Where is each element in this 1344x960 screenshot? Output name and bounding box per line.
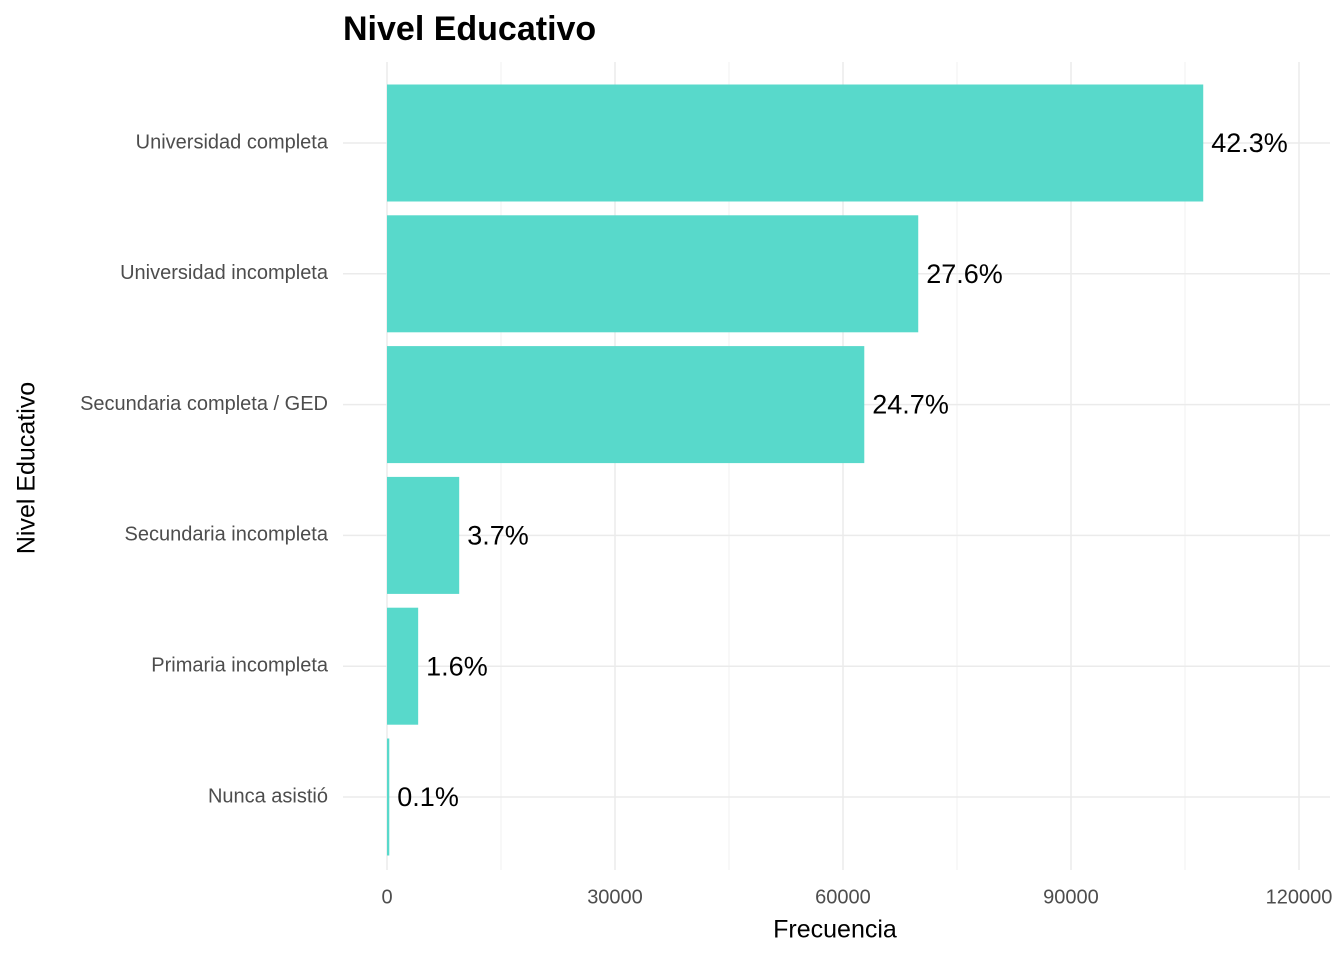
- bar: [387, 346, 865, 464]
- value-label: 3.7%: [467, 521, 529, 551]
- y-tick-label: Secundaria incompleta: [125, 524, 329, 546]
- bar: [387, 84, 1204, 202]
- x-tick-label: 90000: [1043, 886, 1099, 908]
- x-tick-label: 0: [381, 886, 392, 908]
- bar: [387, 607, 419, 725]
- y-tick-label: Secundaria completa / GED: [80, 393, 328, 415]
- x-tick-label: 60000: [815, 886, 871, 908]
- y-tick-label: Universidad completa: [136, 131, 329, 153]
- value-label: 0.1%: [397, 782, 459, 812]
- x-tick-label: 120000: [1266, 886, 1333, 908]
- value-label: 1.6%: [426, 651, 488, 681]
- chart-title: Nivel Educativo: [343, 10, 596, 48]
- y-tick-label: Primaria incompleta: [151, 654, 329, 676]
- x-axis-title: Frecuencia: [773, 916, 897, 944]
- value-label: 24.7%: [872, 390, 949, 420]
- value-label: 27.6%: [926, 259, 1003, 289]
- value-label: 42.3%: [1211, 128, 1288, 158]
- bar: [387, 476, 460, 594]
- x-tick-label: 30000: [587, 886, 643, 908]
- bar: [387, 215, 919, 333]
- y-tick-label: Universidad incompleta: [120, 262, 329, 284]
- y-tick-label: Nunca asistió: [208, 785, 328, 807]
- y-axis-title: Nivel Educativo: [13, 382, 41, 554]
- bar: [387, 738, 390, 856]
